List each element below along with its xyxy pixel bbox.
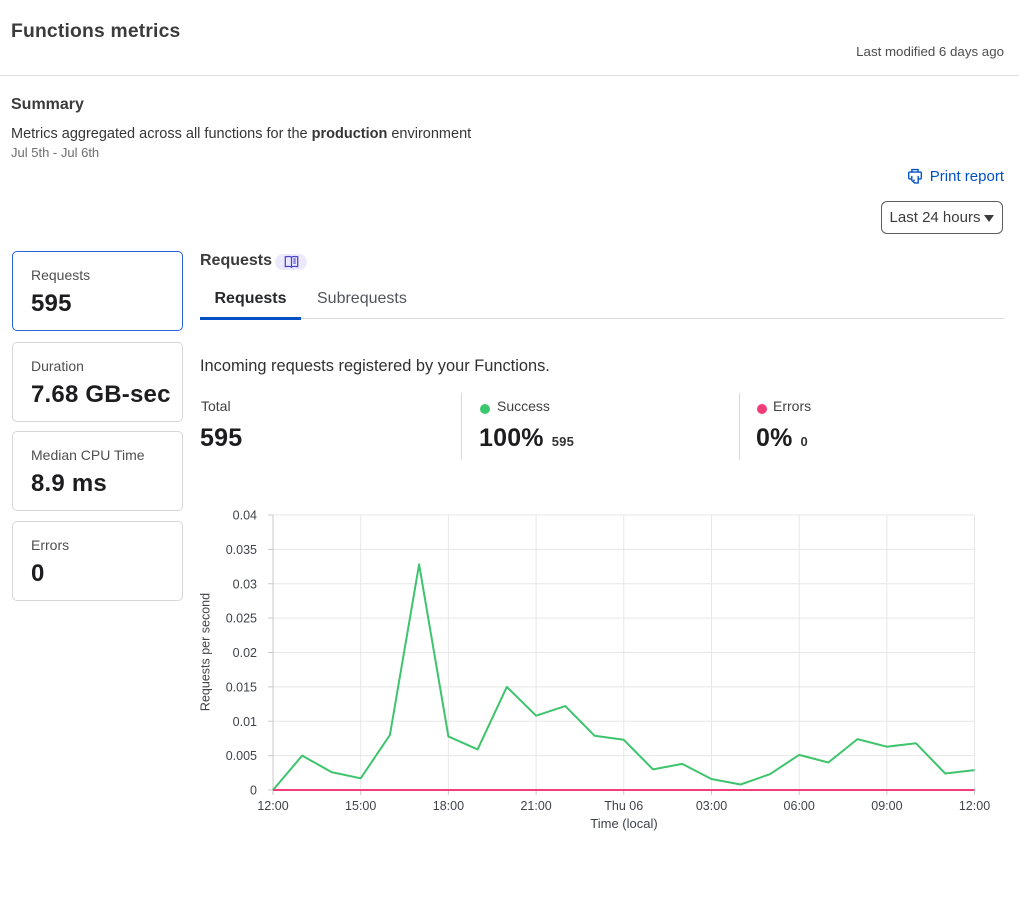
svg-text:0.005: 0.005	[226, 749, 257, 763]
svg-text:0.04: 0.04	[233, 509, 257, 523]
svg-text:Time (local): Time (local)	[590, 816, 657, 831]
svg-text:21:00: 21:00	[520, 799, 551, 813]
svg-text:Thu 06: Thu 06	[604, 799, 643, 813]
svg-text:06:00: 06:00	[784, 799, 815, 813]
svg-text:0.02: 0.02	[233, 646, 257, 660]
svg-text:0: 0	[250, 784, 257, 798]
svg-text:0.01: 0.01	[233, 715, 257, 729]
svg-text:03:00: 03:00	[696, 799, 727, 813]
svg-text:12:00: 12:00	[257, 799, 288, 813]
svg-text:18:00: 18:00	[433, 799, 464, 813]
svg-text:0.03: 0.03	[233, 577, 257, 591]
svg-text:0.035: 0.035	[226, 543, 257, 557]
svg-text:0.015: 0.015	[226, 680, 257, 694]
svg-text:09:00: 09:00	[871, 799, 902, 813]
svg-text:12:00: 12:00	[959, 799, 990, 813]
svg-text:15:00: 15:00	[345, 799, 376, 813]
svg-text:0.025: 0.025	[226, 612, 257, 626]
svg-text:Requests per second: Requests per second	[199, 593, 213, 711]
